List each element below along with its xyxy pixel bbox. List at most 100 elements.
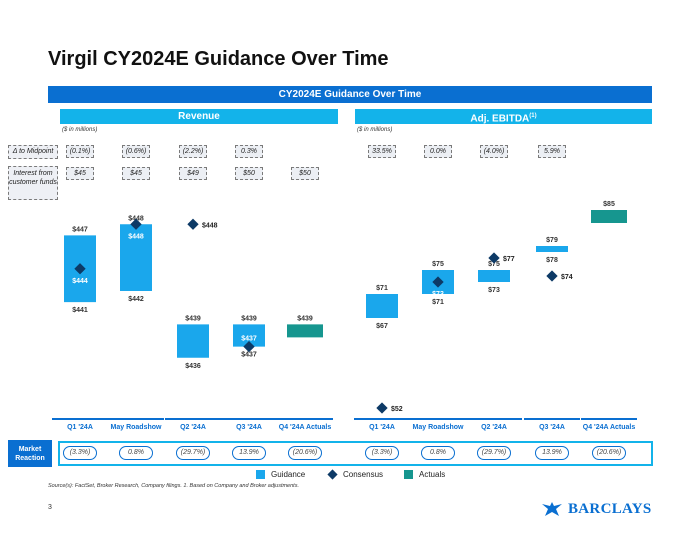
- guidance-bar: [177, 324, 209, 358]
- market-reaction-value: (29.7%): [176, 446, 210, 460]
- ebitda-midpoint-cell: 33.5%: [368, 145, 396, 158]
- brand-wordmark: BARCLAYS: [568, 500, 652, 517]
- market-reaction-box: [58, 441, 653, 466]
- revenue-midpoint-cell: (0.1%): [66, 145, 94, 158]
- consensus-marker: [546, 270, 558, 282]
- consensus-marker: [187, 218, 199, 230]
- interest-cell: $45: [122, 167, 150, 180]
- interest-row-label: Interest from customer funds: [8, 166, 58, 200]
- consensus-label: $437: [241, 336, 257, 343]
- consensus-marker: [432, 276, 444, 288]
- guidance-bar: [536, 246, 568, 252]
- category-label: May Roadshow: [410, 418, 466, 432]
- interest-cell: $49: [179, 167, 207, 180]
- legend-consensus-label: Consensus: [343, 470, 384, 479]
- guidance-low-label: $436: [185, 363, 201, 370]
- category-label: Q4 '24A Actuals: [277, 418, 333, 432]
- guidance-high-label: $447: [72, 226, 88, 233]
- page-title: Virgil CY2024E Guidance Over Time: [48, 48, 389, 70]
- legend-actuals-swatch: [404, 470, 413, 479]
- guidance-low-label: $71: [432, 299, 444, 306]
- legend-actuals: Actuals: [404, 470, 445, 479]
- category-label: May Roadshow: [108, 418, 164, 432]
- guidance-low-label: $437: [241, 352, 257, 359]
- market-reaction-value: (20.6%): [288, 446, 322, 460]
- actual-bar: [287, 324, 323, 338]
- category-label: Q3 '24A: [524, 418, 580, 432]
- consensus-label: $444: [72, 278, 88, 285]
- consensus-marker: [488, 252, 500, 264]
- consensus-label: $74: [561, 274, 573, 281]
- category-label: Q1 '24A: [52, 418, 108, 432]
- barclays-logo: BARCLAYS: [540, 500, 652, 518]
- consensus-label: $73: [432, 291, 444, 298]
- legend-actuals-label: Actuals: [419, 470, 446, 479]
- guidance-high-label: $75: [432, 261, 444, 268]
- ebitda-footnote-marker: (1): [529, 113, 537, 119]
- interest-cell: $45: [66, 167, 94, 180]
- market-reaction-value: (29.7%): [477, 446, 511, 460]
- consensus-label: $52: [391, 406, 403, 413]
- legend-guidance-label: Guidance: [271, 470, 306, 479]
- legend-consensus: Consensus: [327, 469, 384, 480]
- category-label: Q1 '24A: [354, 418, 410, 432]
- page-number: 3: [48, 504, 52, 511]
- guidance-high-label: $439: [241, 315, 257, 322]
- consensus-label: $448: [202, 222, 218, 229]
- market-reaction-value: 0.8%: [119, 446, 153, 460]
- ebitda-midpoint-cell: (4.0%): [480, 145, 508, 158]
- legend-guidance-swatch: [256, 470, 265, 479]
- guidance-bar: [478, 270, 510, 282]
- revenue-midpoint-cell: (0.6%): [122, 145, 150, 158]
- interest-cell: $50: [235, 167, 263, 180]
- consensus-label: $77: [503, 256, 515, 263]
- legend-consensus-swatch: [327, 469, 338, 480]
- guidance-high-label: $439: [185, 315, 201, 322]
- guidance-low-label: $67: [376, 323, 388, 330]
- market-reaction-value: (20.6%): [592, 446, 626, 460]
- guidance-bar: [120, 224, 152, 291]
- guidance-low-label: $73: [488, 287, 500, 294]
- actual-label: $439: [297, 315, 313, 322]
- ebitda-section-header: Adj. EBITDA(1): [355, 109, 652, 124]
- guidance-low-label: $442: [128, 296, 144, 303]
- market-reaction-value: 13.9%: [535, 446, 569, 460]
- consensus-marker: [130, 218, 142, 230]
- actual-bar: [591, 210, 627, 223]
- market-reaction-label: Market Reaction: [8, 440, 52, 467]
- category-label: Q2 '24A: [466, 418, 522, 432]
- consensus-label: $448: [128, 233, 144, 240]
- actual-label: $85: [603, 201, 615, 208]
- eagle-icon: [542, 502, 562, 516]
- consensus-marker: [376, 402, 388, 414]
- guidance-low-label: $441: [72, 307, 88, 314]
- market-reaction-value: (3.3%): [63, 446, 97, 460]
- guidance-high-label: $79: [546, 237, 558, 244]
- interest-cell: $50: [291, 167, 319, 180]
- revenue-units: ($ in millions): [62, 127, 98, 133]
- category-label: Q4 '24A Actuals: [581, 418, 637, 432]
- ebitda-title: Adj. EBITDA: [470, 113, 530, 125]
- legend-guidance: Guidance: [256, 470, 305, 479]
- category-label: Q3 '24A: [221, 418, 277, 432]
- guidance-chart: $447$441$444$448$442$448$439$436$448$439…: [64, 201, 627, 414]
- revenue-title: Revenue: [178, 111, 220, 122]
- midpoint-row-label: Δ to Midpoint: [8, 145, 58, 159]
- market-reaction-value: 0.8%: [421, 446, 455, 460]
- guidance-bar: [366, 294, 398, 318]
- ebitda-units: ($ in millions): [357, 127, 393, 133]
- guidance-low-label: $78: [546, 257, 558, 264]
- revenue-section-header: Revenue: [60, 109, 338, 124]
- chart-legend: Guidance Consensus Actuals: [0, 469, 700, 482]
- consensus-marker: [243, 340, 255, 353]
- ebitda-midpoint-cell: 5.9%: [538, 145, 566, 158]
- market-reaction-value: 13.9%: [232, 446, 266, 460]
- revenue-midpoint-cell: (2.2%): [179, 145, 207, 158]
- market-reaction-value: (3.3%): [365, 446, 399, 460]
- guidance-high-label: $71: [376, 285, 388, 292]
- ebitda-midpoint-cell: 0.0%: [424, 145, 452, 158]
- guidance-high-label: $75: [488, 261, 500, 268]
- guidance-banner: CY2024E Guidance Over Time: [48, 86, 652, 103]
- revenue-midpoint-cell: 0.3%: [235, 145, 263, 158]
- guidance-bar: [233, 324, 265, 347]
